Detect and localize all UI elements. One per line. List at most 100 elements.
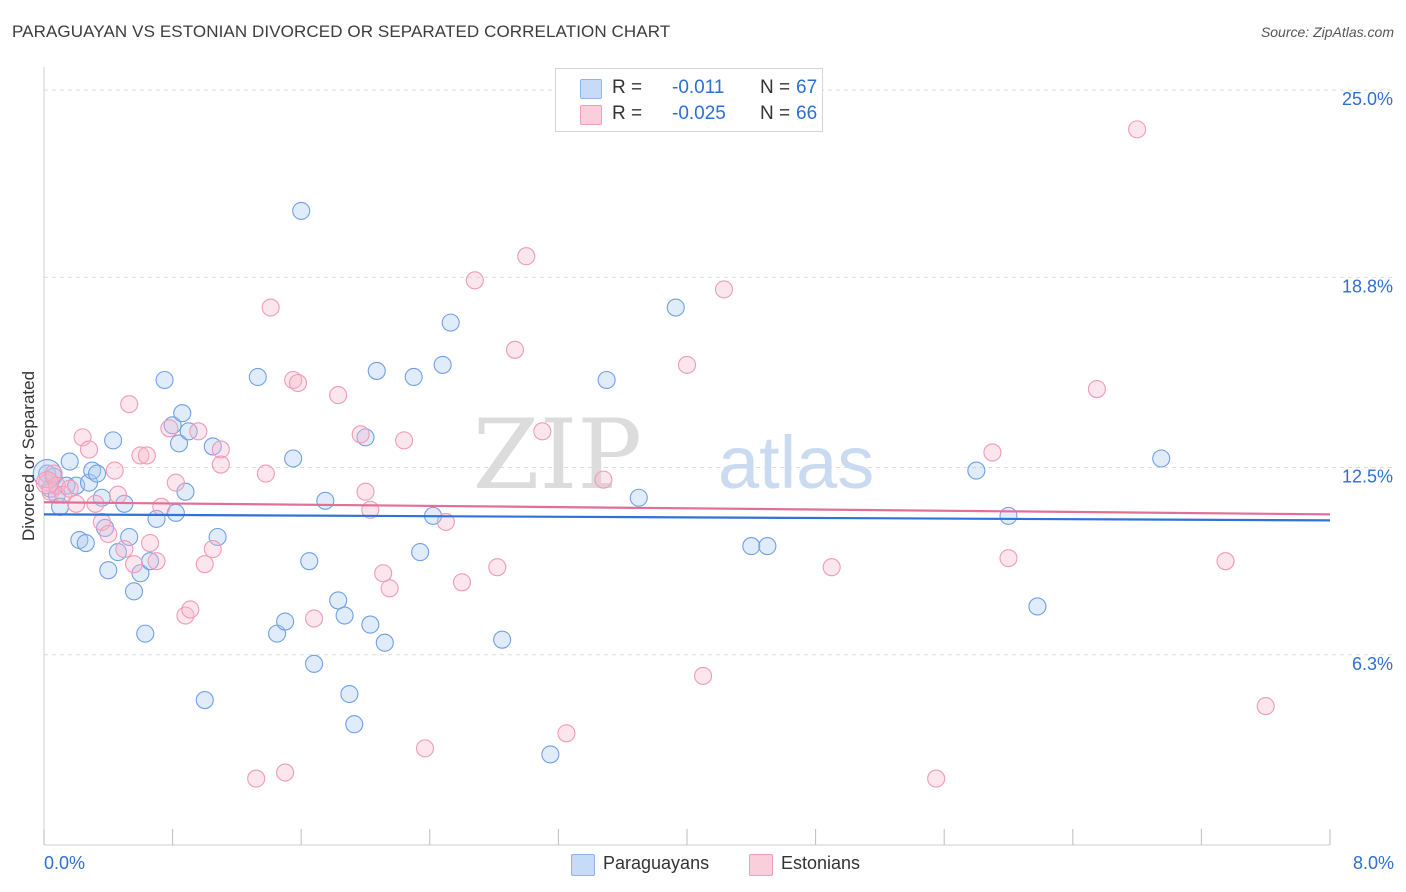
data-point	[305, 654, 324, 673]
data-point	[441, 313, 460, 332]
data-point	[35, 471, 59, 495]
data-point	[629, 488, 648, 507]
data-point	[124, 555, 144, 574]
n-label: N =	[760, 103, 791, 124]
data-point	[999, 506, 1018, 525]
r-value: -0.011	[672, 77, 725, 98]
data-point	[169, 434, 189, 453]
data-point	[1087, 380, 1106, 399]
data-point	[465, 271, 484, 290]
data-point	[179, 422, 198, 441]
data-point	[415, 739, 435, 758]
data-point	[927, 769, 946, 788]
data-point	[714, 280, 734, 299]
data-point	[292, 201, 311, 220]
data-point	[60, 479, 79, 498]
data-point	[436, 512, 455, 531]
watermark-atlas: atlas	[718, 421, 874, 504]
data-point	[195, 691, 214, 710]
stats-swatch-estonians	[580, 105, 602, 125]
y-tick-label: 6.3%	[1352, 654, 1393, 674]
data-point	[694, 666, 713, 685]
r-label: R =	[612, 103, 643, 124]
data-point	[967, 461, 986, 480]
data-point	[351, 425, 370, 444]
data-point	[374, 564, 393, 583]
data-point	[541, 745, 560, 764]
data-point	[517, 247, 536, 266]
data-point	[335, 606, 354, 625]
data-point	[356, 482, 375, 501]
data-point	[300, 552, 319, 571]
legend-label: Estonians	[781, 853, 861, 873]
trend-line-estonians	[43, 501, 1331, 516]
data-point	[345, 715, 364, 734]
data-point	[284, 449, 303, 468]
data-point	[115, 540, 134, 559]
data-point	[1152, 449, 1171, 468]
data-point	[493, 630, 512, 649]
data-point	[367, 361, 386, 380]
data-point	[261, 298, 280, 317]
data-point	[211, 440, 230, 459]
watermark: ZIP atlas	[473, 399, 875, 511]
data-point	[983, 443, 1002, 462]
axes	[43, 67, 1331, 846]
data-point	[276, 612, 295, 631]
data-point	[147, 552, 166, 571]
data-point	[137, 446, 156, 465]
data-point	[131, 564, 150, 583]
source-label: Source: ZipAtlas.com	[1260, 24, 1394, 40]
data-point	[276, 763, 295, 782]
data-point	[208, 527, 227, 547]
data-point	[340, 684, 359, 704]
data-point	[677, 355, 697, 374]
data-point	[79, 440, 99, 459]
stats-box: R = -0.011 N = 67 R = -0.025 N = 66	[555, 68, 823, 132]
data-point	[160, 419, 179, 438]
data-point	[152, 497, 171, 516]
data-point	[597, 370, 616, 390]
y-tick-label: 18.8%	[1342, 276, 1393, 296]
data-point	[1216, 552, 1235, 571]
data-point	[316, 491, 335, 510]
data-point	[742, 537, 761, 556]
legend-label: Paraguayans	[603, 853, 710, 873]
data-point	[375, 633, 394, 652]
data-point	[105, 461, 124, 480]
data-point	[166, 473, 185, 492]
data-point	[176, 606, 195, 625]
data-point	[60, 452, 79, 471]
data-point	[131, 446, 150, 465]
data-point	[181, 600, 200, 619]
r-value: -0.025	[672, 103, 726, 124]
data-point	[256, 464, 275, 483]
data-point	[189, 422, 208, 441]
data-point	[488, 558, 507, 577]
data-point	[305, 609, 324, 628]
legend-swatch-paraguayans	[571, 854, 595, 876]
data-point	[758, 537, 777, 556]
n-value: 66	[796, 103, 818, 124]
data-point	[203, 540, 222, 559]
stats-swatch-paraguayans	[580, 79, 602, 99]
legend-swatch-estonians	[749, 854, 773, 876]
data-point	[433, 355, 452, 374]
data-point	[533, 422, 552, 441]
data-point	[67, 494, 86, 513]
y-axis-title: Divorced or Separated	[19, 371, 38, 541]
data-point	[404, 367, 423, 387]
series-estonians	[35, 120, 1275, 788]
data-point	[83, 461, 102, 480]
data-point	[99, 561, 118, 580]
data-point	[87, 464, 107, 483]
data-point	[120, 527, 139, 547]
data-point	[666, 298, 685, 317]
chart-title: PARAGUAYAN VS ESTONIAN DIVORCED OR SEPAR…	[12, 22, 671, 41]
watermark-zip: ZIP	[473, 399, 642, 511]
data-point	[356, 428, 375, 447]
data-point	[32, 459, 62, 489]
data-point	[124, 582, 144, 601]
data-point	[329, 386, 348, 405]
